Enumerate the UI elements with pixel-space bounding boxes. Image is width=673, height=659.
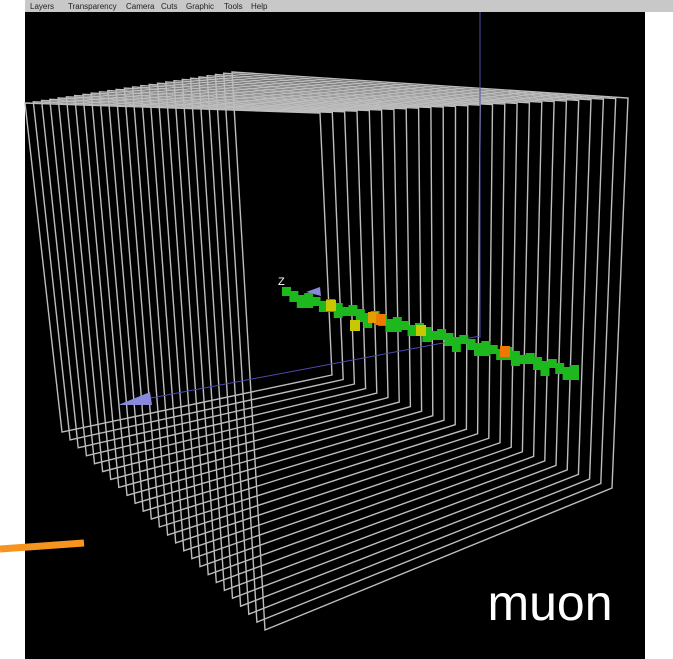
menu-bar (25, 0, 673, 12)
hit-highlight (500, 346, 510, 357)
hit-highlight (326, 300, 336, 311)
particle-label: muon (487, 575, 612, 631)
hit (570, 365, 579, 380)
menu-item[interactable]: Help (251, 2, 268, 11)
menu-item[interactable]: Transparency (68, 2, 117, 11)
page: Layers Transparency Camera Cuts Graphic Tools… (0, 0, 673, 659)
axis-label: Z (278, 276, 285, 288)
menu-item[interactable]: Cuts (161, 2, 177, 11)
hit-highlight (416, 325, 426, 336)
menu-item[interactable]: Camera (126, 2, 155, 11)
menu-item[interactable]: Graphic (186, 2, 214, 11)
menu-item[interactable]: Layers (30, 2, 54, 11)
event-display: Layers Transparency Camera Cuts Graphic Tools… (0, 0, 673, 659)
hit-highlight (350, 320, 360, 331)
menu-item[interactable]: Tools (224, 2, 243, 11)
hit-highlight (376, 314, 386, 325)
